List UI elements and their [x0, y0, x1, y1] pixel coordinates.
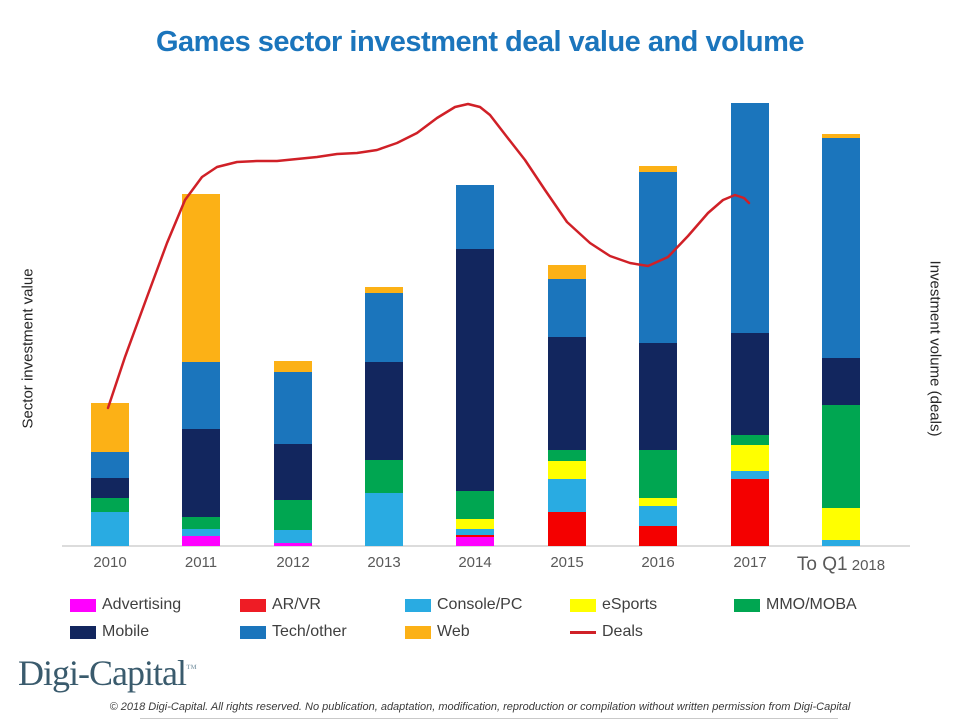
bar-2012-segment-mmo-moba — [274, 500, 312, 530]
legend-swatch-ar-vr — [240, 598, 266, 612]
bar-2014-segment-mmo-moba — [456, 491, 494, 519]
bar-To-Q1-2018-segment-tech-other — [822, 138, 860, 358]
legend-swatch-web — [405, 625, 431, 639]
legend-item-ar-vr: AR/VR — [240, 596, 321, 614]
x-axis-label-text: 2011 — [184, 554, 218, 571]
footer-divider — [140, 718, 838, 719]
legend-item-tech-other: Tech/other — [240, 623, 347, 641]
bar-2011-segment-mmo-moba — [182, 517, 220, 529]
bar-2014-segment-esports — [456, 519, 494, 529]
legend-item-advertising: Advertising — [70, 596, 181, 614]
legend-label: eSports — [602, 596, 658, 613]
bar-2015-segment-console-pc — [548, 479, 586, 512]
legend-item-web: Web — [405, 623, 470, 641]
legend-swatch-advertising — [70, 598, 96, 612]
bar-2012-segment-mobile — [274, 444, 312, 500]
bar-2016-segment-ar-vr — [639, 526, 677, 546]
legend-item-mobile: Mobile — [70, 623, 149, 641]
bar-2016-segment-mmo-moba — [639, 450, 677, 498]
x-axis-label-text: 2015 — [550, 554, 584, 571]
x-axis-label-text: 2018 — [847, 557, 886, 574]
x-axis-label-text: 2017 — [733, 554, 767, 571]
bar-2011-segment-mobile — [182, 429, 220, 517]
bar-2010-segment-mmo-moba — [91, 498, 129, 512]
x-axis-label: 2014 — [430, 554, 520, 571]
legend-item-mmo-moba: MMO/MOBA — [734, 596, 857, 614]
legend-label: Mobile — [102, 623, 150, 640]
bar-To-Q1-2018-segment-web — [822, 134, 860, 138]
x-axis-label-text: 2013 — [367, 554, 401, 571]
bar-2011-segment-advertising — [182, 536, 220, 546]
bar-2010-segment-console-pc — [91, 512, 129, 546]
logo-text: Digi-Capital — [18, 653, 187, 693]
bar-2010-segment-tech-other — [91, 452, 129, 478]
legend-swatch-console-pc — [405, 598, 431, 612]
legend-swatch-mmo-moba — [734, 598, 760, 612]
x-axis-label-text: 2012 — [276, 554, 310, 571]
bar-2015-segment-ar-vr — [548, 512, 586, 546]
bar-2013-segment-mmo-moba — [365, 460, 403, 493]
bar-2017-segment-mmo-moba — [731, 435, 769, 445]
x-axis-label-text: 2016 — [641, 554, 675, 571]
bar-To-Q1-2018-segment-mobile — [822, 358, 860, 405]
bar-2011-segment-console-pc — [182, 529, 220, 536]
bar-2016-segment-console-pc — [639, 506, 677, 526]
bar-2017-segment-esports — [731, 445, 769, 471]
legend-item-deals: Deals — [570, 623, 643, 641]
x-axis-label: 2017 — [705, 554, 795, 571]
bar-2012-segment-advertising — [274, 543, 312, 546]
legend-label: Tech/other — [272, 623, 347, 640]
x-axis-line — [62, 545, 910, 547]
bar-2015-segment-esports — [548, 461, 586, 479]
x-axis-label: 2016 — [613, 554, 703, 571]
x-axis-label: 2015 — [522, 554, 612, 571]
x-axis-label: 2013 — [339, 554, 429, 571]
x-axis-label: 2012 — [248, 554, 338, 571]
bar-2010-segment-mobile — [91, 478, 129, 498]
legend-item-esports: eSports — [570, 596, 657, 614]
bar-2010-segment-web — [91, 403, 129, 452]
x-axis-label: 2010 — [65, 554, 155, 571]
bar-2017-segment-ar-vr — [731, 479, 769, 546]
bar-To-Q1-2018-segment-console-pc — [822, 540, 860, 546]
legend-label: Web — [437, 623, 470, 640]
legend-swatch-mobile — [70, 625, 96, 639]
x-axis-label: To Q1 2018 — [796, 554, 886, 576]
bar-2014-segment-advertising — [456, 537, 494, 546]
legend-swatch-esports — [570, 598, 596, 612]
bar-2017-segment-console-pc — [731, 471, 769, 479]
bar-2012-segment-console-pc — [274, 530, 312, 543]
legend-label: Advertising — [102, 596, 182, 613]
bar-2015-segment-mmo-moba — [548, 450, 586, 461]
legend-label: AR/VR — [272, 596, 321, 613]
bar-2014-segment-console-pc — [456, 529, 494, 535]
copyright-text: © 2018 Digi-Capital. All rights reserved… — [109, 701, 851, 713]
x-axis-label-text: 2010 — [93, 554, 127, 571]
x-axis-label-text: To Q1 — [796, 554, 848, 575]
chart-title: Games sector investment deal value and v… — [156, 26, 804, 58]
legend-swatch-tech-other — [240, 625, 266, 639]
legend-label: Console/PC — [437, 596, 523, 613]
trademark-symbol: ™ — [185, 663, 197, 675]
bar-2016-segment-esports — [639, 498, 677, 506]
bar-To-Q1-2018-segment-esports — [822, 508, 860, 540]
digi-capital-logo: Digi-Capital™ — [18, 652, 197, 694]
x-axis-label-text: 2014 — [458, 554, 492, 571]
bar-To-Q1-2018-segment-mmo-moba — [822, 405, 860, 508]
legend-item-console-pc: Console/PC — [405, 596, 522, 614]
legend-label: Deals — [602, 623, 643, 640]
legend-swatch-deals — [570, 630, 596, 634]
legend-label: MMO/MOBA — [766, 596, 857, 613]
x-axis-label: 2011 — [156, 554, 246, 571]
bar-2014-segment-ar-vr — [456, 535, 494, 537]
bar-2013-segment-console-pc — [365, 493, 403, 546]
